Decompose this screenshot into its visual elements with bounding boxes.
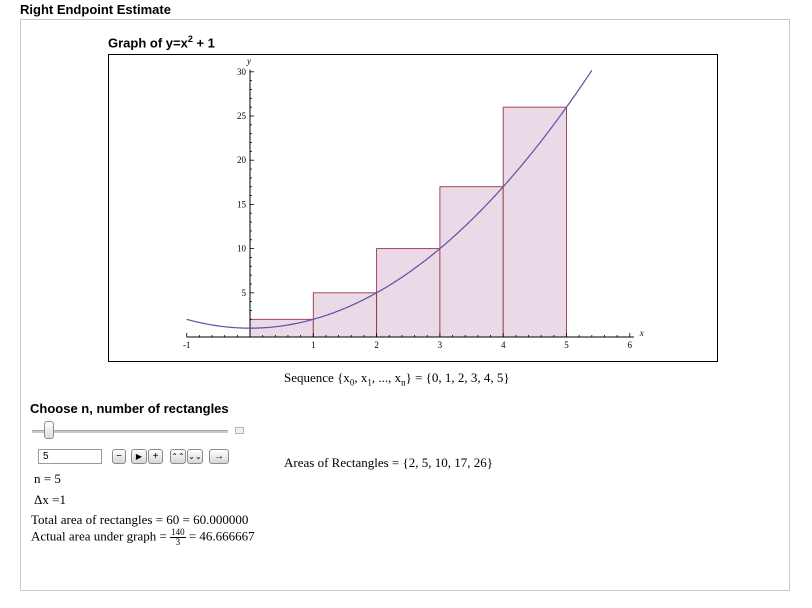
sequence-values: } = {0, 1, 2, 3, 4, 5} (405, 370, 510, 385)
slower-button[interactable]: ⌄⌄ (187, 449, 203, 464)
slider-track[interactable] (32, 430, 228, 433)
riemann-rectangle-2 (312, 292, 378, 338)
y-tick-label: 5 (242, 288, 247, 298)
graph-title: Graph of y=x2 + 1 (108, 34, 215, 50)
choose-n-label: Choose n, number of rectangles (30, 401, 229, 416)
play-button[interactable]: ▶ (131, 449, 147, 464)
x-tick-label: 6 (628, 340, 633, 350)
actual-area-readout: Actual area under graph = 140 3 = 46.6666… (31, 528, 255, 547)
y-tick-label: 25 (237, 111, 247, 121)
sequence-dots: , ..., x (371, 370, 402, 385)
decrement-button[interactable]: − (112, 449, 126, 464)
x-tick-label: 1 (311, 340, 316, 350)
sequence-sub1: 1 (367, 377, 372, 388)
n-readout: n = 5 (34, 471, 61, 486)
y-axis-label: y (246, 56, 251, 66)
rectangles-layer (249, 106, 567, 338)
sequence-subn: n (401, 377, 406, 388)
increment-button[interactable]: + (148, 449, 163, 464)
actual-area-fraction: 140 3 (170, 528, 186, 547)
sequence-mid: , x (354, 370, 368, 385)
axes-layer: -1 1 2 3 4 5 6 5 10 15 20 25 30 x y (183, 56, 644, 350)
function-curve (186, 70, 593, 329)
x-tick-label: 2 (374, 340, 379, 350)
sequence-open: {x (337, 370, 350, 385)
sequence-sub0: 0 (349, 377, 355, 388)
x-tick-label: 4 (501, 340, 506, 350)
rectangle-areas-readout: Areas of Rectangles = {2, 5, 10, 17, 26} (284, 455, 493, 470)
x-tick-label: 3 (438, 340, 443, 350)
graph-title-prefix: Graph of y=x (108, 35, 188, 51)
delta-x-readout: Δx =1 (34, 492, 66, 507)
riemann-plot: -1 1 2 3 4 5 6 5 10 15 20 25 30 x y (108, 54, 718, 362)
x-axis-label: x (639, 328, 644, 338)
y-tick-label: 15 (237, 199, 247, 209)
riemann-rectangle-4 (439, 186, 504, 338)
riemann-rectangle-3 (376, 248, 441, 338)
app-title: Right Endpoint Estimate (20, 2, 171, 17)
fraction-numerator: 140 (170, 527, 186, 538)
graph-title-exponent: 2 (187, 34, 193, 44)
graph-title-suffix: + 1 (192, 35, 215, 51)
x-tick-label: 5 (564, 340, 569, 350)
n-value-input[interactable] (38, 449, 102, 464)
sequence-text: Sequence {x0, x1, ..., xn} = {0, 1, 2, 3… (284, 370, 510, 388)
total-area-readout: Total area of rectangles = 60 = 60.00000… (31, 512, 249, 527)
n-slider[interactable] (30, 419, 244, 443)
actual-area-suffix: = 46.666667 (188, 528, 255, 544)
sequence-prefix: Sequence (284, 370, 334, 385)
direction-button[interactable]: → (209, 449, 229, 464)
x-tick-label: -1 (183, 340, 191, 350)
y-tick-label: 20 (237, 155, 247, 165)
slider-thumb[interactable] (43, 421, 54, 439)
animation-controls-toggle[interactable] (235, 427, 244, 434)
riemann-rectangle-5 (502, 106, 567, 338)
faster-button[interactable]: ⌃⌃ (170, 449, 186, 464)
content-frame (20, 19, 790, 591)
fraction-denominator: 3 (175, 537, 181, 547)
actual-area-prefix: Actual area under graph = (31, 528, 167, 544)
y-tick-label: 10 (237, 244, 247, 254)
y-tick-label: 30 (237, 67, 247, 77)
